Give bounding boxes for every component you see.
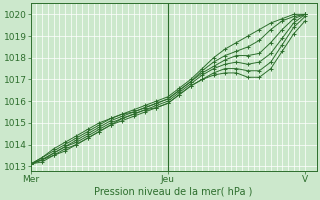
X-axis label: Pression niveau de la mer( hPa ): Pression niveau de la mer( hPa ) — [94, 187, 253, 197]
